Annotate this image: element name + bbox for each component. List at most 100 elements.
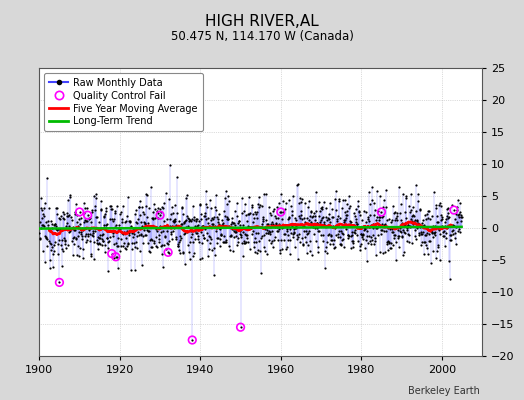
Point xyxy=(185,256,194,262)
Point xyxy=(144,228,152,234)
Point xyxy=(73,242,82,249)
Point xyxy=(306,212,314,219)
Point xyxy=(398,233,407,240)
Point xyxy=(397,234,406,240)
Point xyxy=(215,236,224,242)
Point xyxy=(219,239,227,246)
Point xyxy=(435,227,443,234)
Point xyxy=(396,209,404,216)
Point xyxy=(147,236,156,243)
Point xyxy=(268,238,277,244)
Point xyxy=(344,205,353,212)
Point xyxy=(156,206,164,212)
Point xyxy=(379,197,388,203)
Point xyxy=(341,217,350,224)
Point xyxy=(61,241,69,248)
Point xyxy=(456,200,464,206)
Point xyxy=(162,246,170,252)
Point xyxy=(441,243,450,249)
Point xyxy=(348,238,356,244)
Point xyxy=(351,212,359,219)
Point xyxy=(192,218,200,224)
Point xyxy=(406,209,414,215)
Point xyxy=(53,241,62,248)
Point xyxy=(146,249,155,256)
Point xyxy=(424,208,432,214)
Point xyxy=(248,211,257,217)
Point xyxy=(54,214,63,221)
Point xyxy=(362,218,370,225)
Point xyxy=(424,215,433,222)
Point xyxy=(47,218,55,224)
Point xyxy=(282,226,291,232)
Point xyxy=(55,237,63,244)
Point xyxy=(254,230,262,236)
Point xyxy=(380,221,389,228)
Text: Berkeley Earth: Berkeley Earth xyxy=(408,386,479,396)
Point xyxy=(317,205,325,212)
Point xyxy=(79,200,88,206)
Point xyxy=(368,232,377,238)
Point xyxy=(123,228,132,234)
Point xyxy=(455,225,463,232)
Point xyxy=(176,233,184,240)
Point xyxy=(104,239,112,245)
Point xyxy=(160,222,169,229)
Point xyxy=(230,220,238,227)
Point xyxy=(267,212,276,218)
Point xyxy=(387,229,396,236)
Point xyxy=(160,218,169,224)
Point xyxy=(61,238,70,244)
Point xyxy=(352,216,360,222)
Point xyxy=(213,214,221,220)
Point xyxy=(228,248,237,254)
Point xyxy=(155,239,163,246)
Point xyxy=(286,251,294,257)
Point xyxy=(189,239,198,246)
Point xyxy=(369,224,378,231)
Point xyxy=(171,218,180,224)
Point xyxy=(447,237,455,244)
Point xyxy=(198,223,206,230)
Point xyxy=(88,232,96,238)
Point xyxy=(355,208,363,214)
Point xyxy=(417,231,425,238)
Point xyxy=(112,254,120,260)
Point xyxy=(101,211,109,218)
Point xyxy=(365,232,374,239)
Point xyxy=(433,213,442,220)
Point xyxy=(157,209,165,215)
Point xyxy=(301,228,310,234)
Point xyxy=(199,222,207,229)
Point xyxy=(390,210,398,216)
Point xyxy=(46,240,54,246)
Point xyxy=(95,235,104,241)
Point xyxy=(231,228,239,235)
Point xyxy=(55,279,63,286)
Point xyxy=(383,238,391,245)
Point xyxy=(39,223,48,229)
Point xyxy=(38,214,46,221)
Point xyxy=(134,204,143,210)
Point xyxy=(332,207,341,213)
Point xyxy=(153,244,161,250)
Point xyxy=(293,236,301,242)
Point xyxy=(273,224,281,230)
Point xyxy=(312,208,320,214)
Point xyxy=(447,228,456,234)
Point xyxy=(194,233,202,239)
Point xyxy=(342,214,351,221)
Point xyxy=(253,209,261,215)
Point xyxy=(310,210,318,216)
Point xyxy=(125,218,133,224)
Point xyxy=(251,235,259,242)
Point xyxy=(170,216,178,223)
Point xyxy=(308,214,316,220)
Point xyxy=(387,240,395,246)
Point xyxy=(297,208,305,214)
Point xyxy=(161,233,170,239)
Point xyxy=(184,249,193,255)
Point xyxy=(96,241,105,247)
Point xyxy=(70,241,78,248)
Point xyxy=(450,207,458,213)
